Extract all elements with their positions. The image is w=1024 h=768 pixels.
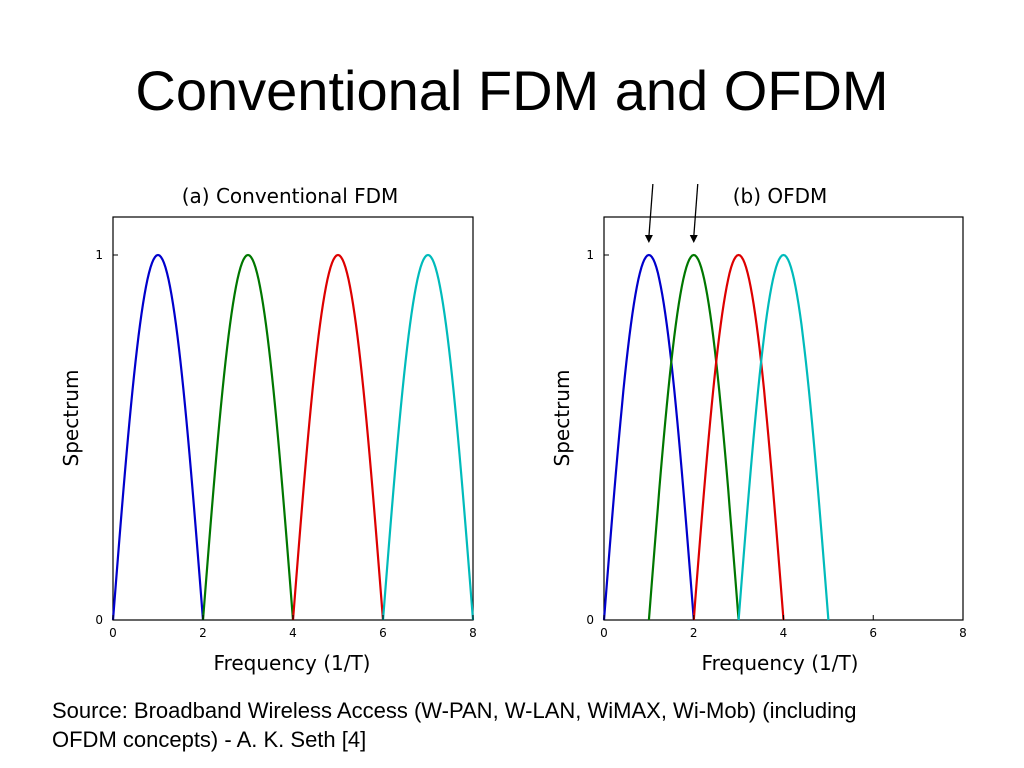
series-line-1 bbox=[602, 253, 695, 621]
x-axis-label: Frequency (1/T) bbox=[702, 651, 859, 675]
caption-line-1: Source: Broadband Wireless Access (W-PAN… bbox=[52, 698, 857, 723]
y-tick-label: 1 bbox=[586, 248, 594, 262]
annotation-arrow bbox=[644, 183, 654, 243]
x-tick-label: 6 bbox=[869, 626, 877, 640]
series-line-2 bbox=[647, 253, 740, 621]
series-line-1 bbox=[111, 253, 205, 621]
series-line-4 bbox=[381, 253, 475, 621]
y-tick-label: 0 bbox=[95, 613, 103, 627]
x-tick-label: 8 bbox=[469, 626, 477, 640]
slide-title: Conventional FDM and OFDM bbox=[135, 59, 889, 122]
x-tick-label: 0 bbox=[109, 626, 117, 640]
series-line-3 bbox=[291, 253, 385, 621]
chart-title: (a) Conventional FDM bbox=[182, 184, 399, 208]
x-axis-label: Frequency (1/T) bbox=[214, 651, 371, 675]
chart-title: (b) OFDM bbox=[733, 184, 828, 208]
x-tick-label: 0 bbox=[600, 626, 608, 640]
y-axis-label: Spectrum bbox=[550, 370, 574, 467]
annotation-arrow bbox=[689, 183, 699, 243]
series-line-4 bbox=[737, 253, 830, 621]
x-tick-label: 8 bbox=[959, 626, 967, 640]
caption-line-2: OFDM concepts) - A. K. Seth [4] bbox=[52, 727, 367, 752]
x-tick-label: 4 bbox=[289, 626, 297, 640]
y-tick-label: 1 bbox=[95, 248, 103, 262]
x-tick-label: 2 bbox=[690, 626, 698, 640]
x-tick-label: 6 bbox=[379, 626, 387, 640]
source-caption: Source: Broadband Wireless Access (W-PAN… bbox=[52, 696, 1012, 754]
x-tick-label: 4 bbox=[780, 626, 788, 640]
y-axis-label: Spectrum bbox=[59, 370, 83, 467]
x-tick-label: 2 bbox=[199, 626, 207, 640]
chart-conventional-fdm: (a) Conventional FDM 0 2 4 6 8 0 1 Spectrum Fr… bbox=[59, 184, 477, 675]
chart-ofdm: (b) OFDM 0 2 4 6 8 0 1 Spectrum Frequency (1/T… bbox=[550, 183, 967, 675]
series-line-3 bbox=[692, 253, 785, 621]
series-line-2 bbox=[201, 253, 295, 621]
y-tick-label: 0 bbox=[586, 613, 594, 627]
